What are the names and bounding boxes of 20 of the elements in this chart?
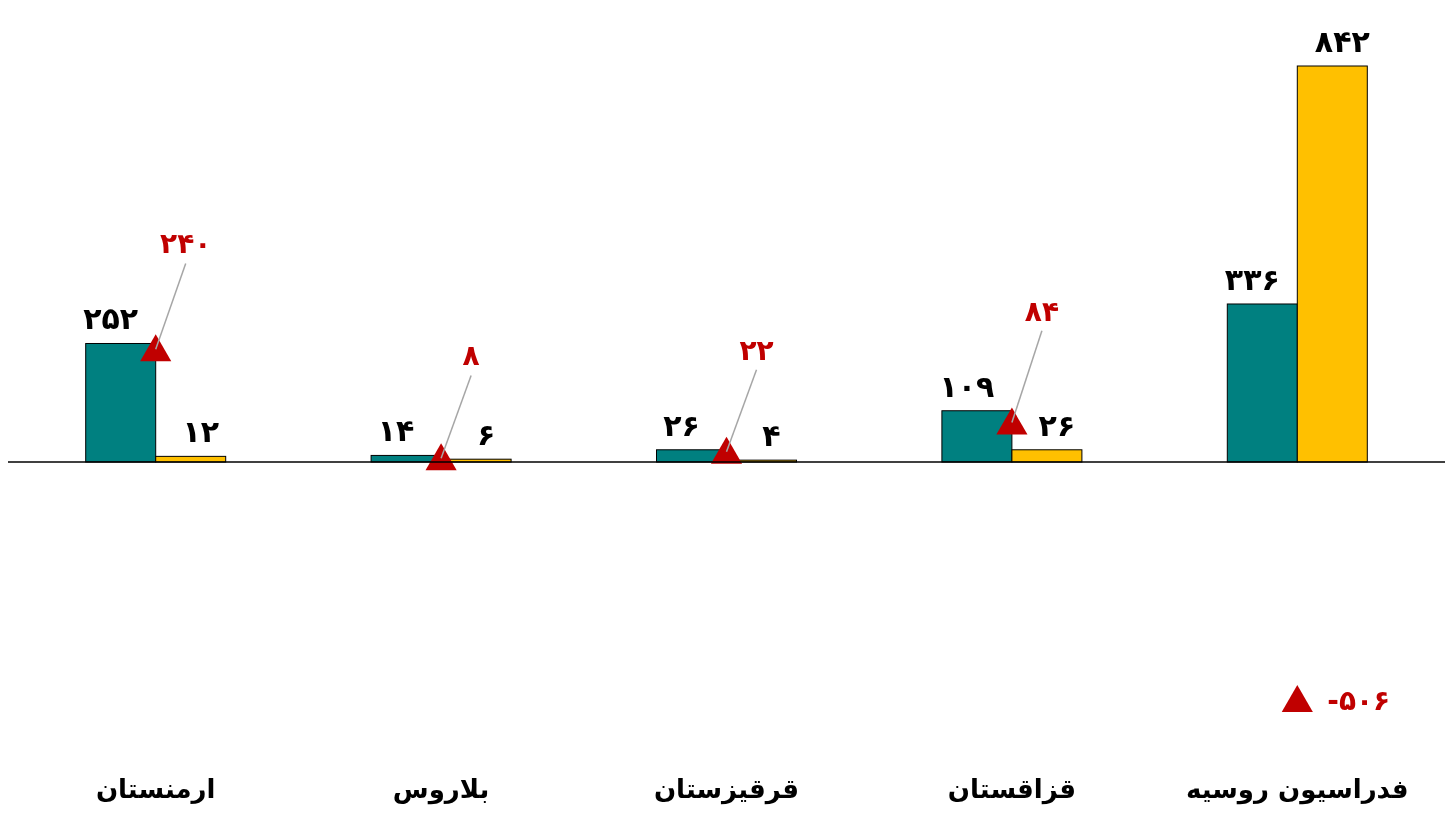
- data-label: ۱۲: [182, 414, 220, 450]
- data-label: ۸۴: [1024, 294, 1059, 328]
- data-label: ۱۴: [377, 413, 415, 449]
- x-tick-label: ارمنستان: [95, 774, 216, 804]
- data-label: ۲۶: [1038, 407, 1076, 443]
- data-label: ۲۲: [739, 333, 774, 367]
- data-label: ۲۶: [663, 407, 700, 443]
- x-tick-label: فدراسیون روسیه: [1185, 774, 1409, 805]
- data-label: ۸: [462, 339, 480, 373]
- x-tick-label: بلاروس: [392, 774, 490, 805]
- x-tick-label: قرقیزستان: [653, 774, 800, 805]
- data-label: ۳۳۶: [1224, 261, 1280, 297]
- data-label: ۴: [762, 418, 781, 454]
- data-label: ۱۰۹: [939, 368, 995, 404]
- x-tick-label: قزاقستان: [947, 774, 1076, 805]
- data-label: ۲۴۰: [160, 227, 212, 261]
- data-label: ۲۵۲: [83, 301, 139, 337]
- data-label: ۶: [476, 417, 496, 453]
- data-label: ۸۴۲: [1314, 24, 1370, 59]
- data-label: -۵۰۶: [1327, 684, 1391, 717]
